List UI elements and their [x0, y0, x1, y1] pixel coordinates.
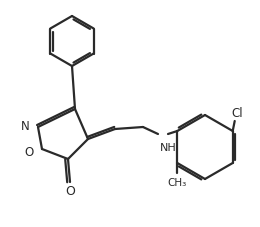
Text: O: O [65, 185, 75, 198]
Text: NH: NH [160, 142, 177, 152]
Text: O: O [25, 146, 34, 159]
Text: CH₃: CH₃ [168, 177, 187, 187]
Text: Cl: Cl [231, 107, 243, 120]
Text: N: N [21, 120, 30, 133]
